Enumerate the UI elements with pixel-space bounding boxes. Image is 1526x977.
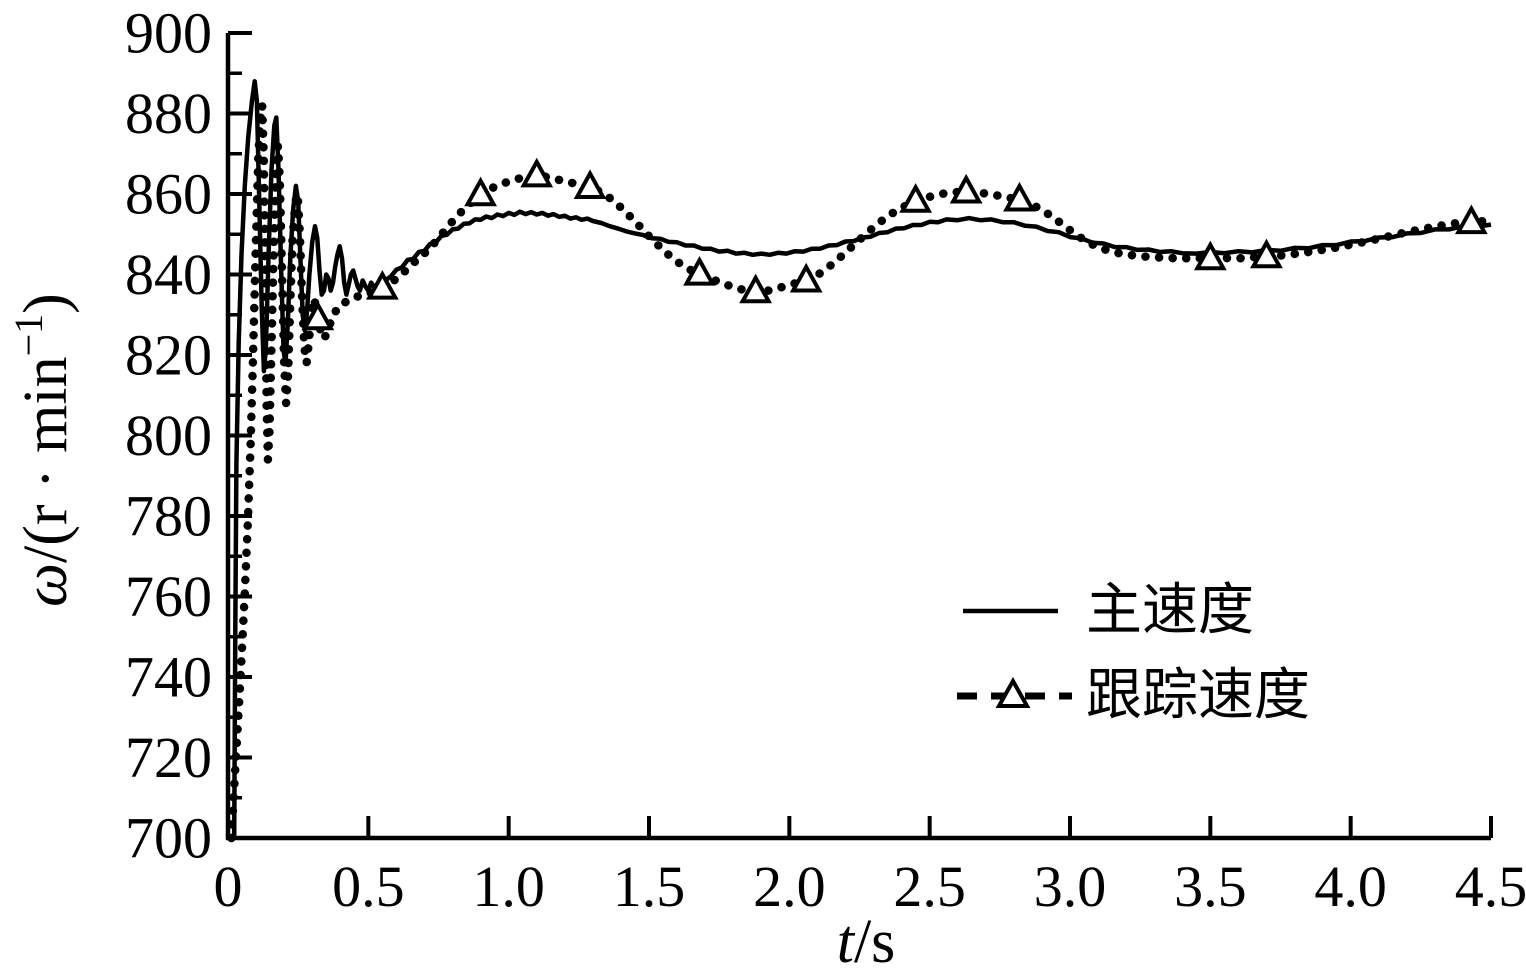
x-tick-label: 2.5: [893, 854, 966, 919]
x-axis-title: t/s: [837, 908, 896, 976]
legend-triangle-marker-icon: [995, 676, 1031, 708]
tracking-triangle-marker: [1250, 238, 1283, 269]
legend-label-tracking-speed: 跟踪速度: [1086, 665, 1310, 727]
x-tick-label: 0.5: [332, 854, 405, 919]
series-layer: [227, 79, 1496, 843]
tracking-triangle-marker: [1193, 240, 1227, 271]
y-tick-label: 760: [125, 564, 212, 629]
tracking-triangle-marker: [1003, 181, 1036, 212]
y-axis-title: ω/(r · min−1): [6, 293, 80, 607]
x-tick-label: 1.5: [613, 854, 686, 919]
y-tick-label: 780: [125, 484, 212, 549]
x-tick-label: 3.0: [1034, 854, 1107, 919]
tracking-triangle-marker: [683, 255, 716, 286]
x-tick-label: 4.5: [1455, 854, 1526, 919]
tracking-triangle-marker: [301, 300, 335, 331]
x-tick-label: 1.0: [472, 854, 545, 919]
legend: 主速度 跟踪速度: [957, 580, 1310, 727]
tracking-triangle-marker: [365, 270, 399, 300]
axes-layer: 700 720 740 760 780 800 820 840 860 880 900 0 0.5 1.0…: [125, 1, 1526, 920]
series-tracking-speed-dotted-line: [227, 101, 1496, 843]
tracking-triangle-marker: [520, 157, 554, 188]
x-tick-label: 3.5: [1174, 854, 1247, 919]
series-main-speed-line: [231, 79, 1492, 839]
y-tick-label: 860: [125, 162, 212, 227]
tracking-triangle-marker: [789, 262, 823, 293]
y-tick-label: 740: [125, 645, 212, 710]
legend-label-main-speed: 主速度: [1086, 580, 1254, 642]
tracking-triangle-marker: [739, 273, 773, 304]
tracking-triangle-marker: [1454, 204, 1488, 235]
y-tick-label: 900: [125, 1, 212, 66]
y-tick-label: 800: [125, 403, 212, 468]
tracking-triangle-marker: [899, 183, 933, 213]
y-tick-label: 880: [125, 81, 212, 146]
tracking-triangle-marker: [464, 176, 497, 207]
tracking-triangle-marker: [573, 169, 607, 200]
y-tick-label: 700: [125, 806, 212, 871]
y-tick-label: 720: [125, 725, 212, 790]
x-tick-label: 4.0: [1314, 854, 1387, 919]
y-tick-label: 840: [125, 242, 212, 307]
x-tick-label: 0: [214, 854, 243, 919]
y-tick-label: 820: [125, 323, 212, 388]
tracking-triangle-marker: [949, 173, 983, 204]
x-tick-label: 2.0: [753, 854, 826, 919]
